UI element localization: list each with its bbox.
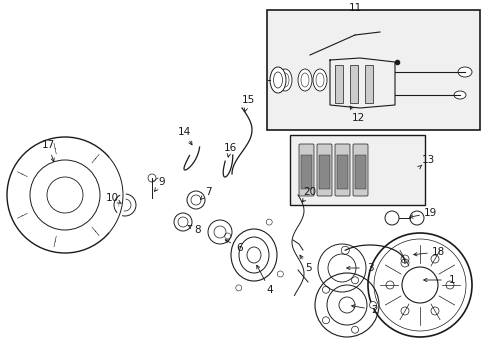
Circle shape [235,285,241,291]
Text: 10: 10 [105,193,118,203]
FancyBboxPatch shape [352,144,367,196]
Circle shape [265,219,272,225]
Text: 18: 18 [430,247,444,257]
Circle shape [430,307,438,315]
Bar [334,65,342,103]
FancyBboxPatch shape [316,144,331,196]
FancyBboxPatch shape [334,144,349,196]
Text: 14: 14 [177,127,190,137]
Circle shape [277,271,283,277]
Bar [301,155,311,189]
Circle shape [400,307,408,315]
Text: 19: 19 [423,208,436,218]
Circle shape [401,267,437,303]
Bar [266,10,479,130]
Bar [364,65,372,103]
Text: 5: 5 [304,263,311,273]
Bar [354,155,365,189]
Text: 6: 6 [236,243,243,253]
Text: 15: 15 [241,95,254,105]
Text: 13: 13 [421,155,434,165]
Ellipse shape [239,237,268,273]
Text: 16: 16 [223,143,236,153]
Circle shape [224,233,230,239]
Ellipse shape [312,69,326,91]
Bar [336,155,347,189]
Circle shape [430,255,438,263]
Bar [289,135,424,205]
Text: 11: 11 [347,3,361,13]
Text: 20: 20 [303,187,316,197]
Text: 1: 1 [448,275,454,285]
Text: 9: 9 [159,177,165,187]
Text: 3: 3 [366,263,372,273]
Circle shape [351,277,358,284]
Circle shape [322,286,329,293]
Ellipse shape [246,247,261,263]
Ellipse shape [297,69,311,91]
FancyBboxPatch shape [298,144,313,196]
Text: 7: 7 [204,187,211,197]
Text: 17: 17 [41,140,55,150]
Text: 4: 4 [266,285,273,295]
Circle shape [322,317,329,324]
Text: 8: 8 [194,225,201,235]
Circle shape [369,302,376,309]
Ellipse shape [453,91,465,99]
Ellipse shape [269,67,285,93]
Circle shape [400,255,408,263]
Bar [318,155,329,189]
Text: 2: 2 [371,305,378,315]
Circle shape [338,297,354,313]
Circle shape [445,281,453,289]
Text: 12: 12 [351,113,364,123]
Circle shape [385,281,393,289]
Circle shape [351,326,358,333]
Ellipse shape [230,229,276,281]
Ellipse shape [278,69,291,91]
Bar [349,65,357,103]
Ellipse shape [457,67,471,77]
